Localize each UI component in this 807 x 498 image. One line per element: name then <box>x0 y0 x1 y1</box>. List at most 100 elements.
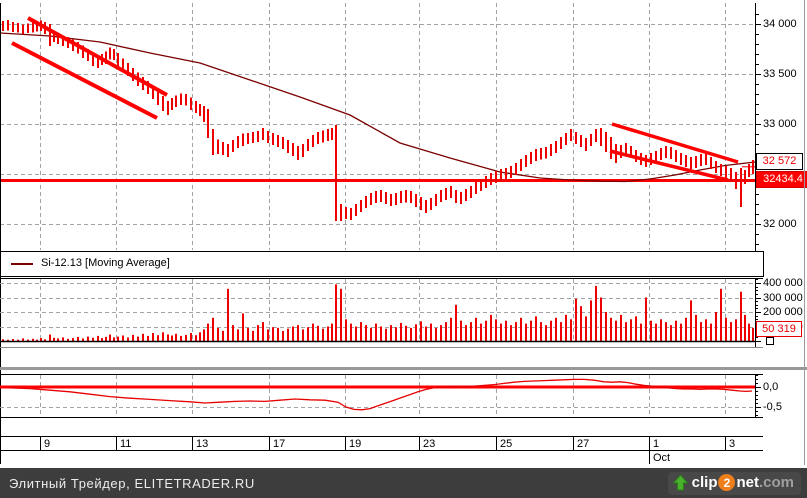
price-bar <box>32 22 34 33</box>
volume-bar <box>2 339 4 341</box>
volume-bar <box>670 325 672 341</box>
volume-bar <box>36 339 38 341</box>
price-bar <box>365 196 367 208</box>
price-bar <box>415 194 417 207</box>
volume-bar <box>370 327 372 341</box>
price-bar <box>540 148 542 160</box>
price-bars <box>2 20 754 221</box>
volume-bar <box>695 314 697 341</box>
price-bar <box>307 139 309 151</box>
volume-bar <box>720 288 722 341</box>
price-bar <box>171 98 173 110</box>
price-bar <box>485 176 487 188</box>
price-bar <box>630 146 632 158</box>
price-bar <box>725 166 727 178</box>
volume-bar <box>685 317 687 341</box>
price-bar <box>360 200 362 212</box>
price-bar <box>748 164 750 177</box>
volume-bar <box>97 335 99 341</box>
volume-bar <box>152 333 154 341</box>
volume-bar <box>570 319 572 342</box>
price-bar <box>62 35 64 46</box>
price-bar <box>203 106 205 122</box>
price-bar <box>247 133 249 144</box>
price-bar <box>620 145 622 158</box>
price-bar <box>175 95 177 107</box>
date-tick-label: 13 <box>196 438 209 450</box>
volume-bar <box>575 298 577 341</box>
price-bar <box>113 49 115 60</box>
price-bar <box>715 161 717 173</box>
price-bar <box>740 168 742 207</box>
price-bar <box>735 172 737 189</box>
volume-bar <box>44 339 46 341</box>
price-bar <box>212 129 214 155</box>
clip2net-logo[interactable]: clip 2 net .com <box>667 471 801 495</box>
volume-bar <box>375 323 377 341</box>
date-tick-label: 19 <box>349 438 362 450</box>
price-bar <box>370 193 372 205</box>
logo-text-net: net <box>736 473 759 491</box>
volume-bar <box>430 323 432 341</box>
price-bar <box>257 131 259 142</box>
series-legend-label: Si-12.13 [Moving Average] <box>41 257 170 269</box>
volume-bar <box>132 334 134 341</box>
price-bar <box>345 207 347 219</box>
volume-bar <box>490 314 492 341</box>
volume-bar <box>92 337 94 341</box>
price-bar <box>217 139 219 154</box>
price-bar <box>67 37 69 48</box>
volume-bar <box>57 338 59 341</box>
month-label: Oct <box>653 452 671 464</box>
volume-bars <box>2 284 754 342</box>
price-bar <box>685 155 687 167</box>
price-bar <box>117 53 119 66</box>
volume-bar <box>312 323 314 341</box>
volume-bar <box>470 322 472 341</box>
price-bar <box>242 133 244 146</box>
volume-bar <box>550 320 552 341</box>
volume-bar <box>162 332 164 341</box>
volume-bar <box>22 338 24 341</box>
price-bar <box>435 194 437 206</box>
volume-bar <box>665 322 667 341</box>
volume-bar <box>725 317 727 341</box>
date-tick-label: 1 <box>653 438 660 450</box>
price-bar <box>49 24 51 46</box>
volume-bar <box>307 327 309 341</box>
price-bar <box>610 137 612 159</box>
price-bar <box>36 21 38 32</box>
volume-bar <box>199 332 201 341</box>
volume-bar <box>322 328 324 341</box>
volume-bar <box>700 322 702 341</box>
volume-bar <box>450 317 452 341</box>
trend-channel-line <box>27 16 168 97</box>
price-bar <box>515 163 517 175</box>
volume-bar <box>460 320 462 341</box>
price-bar <box>267 131 269 143</box>
price-bar <box>122 58 124 72</box>
volume-bar <box>650 320 652 341</box>
price-bar <box>162 96 164 111</box>
volume-current-badge: 50 319 <box>756 321 802 337</box>
volume-bar <box>620 314 622 341</box>
volume-bar <box>625 322 627 341</box>
volume-bar <box>380 326 382 341</box>
volume-badge-drag-handle[interactable] <box>766 337 774 345</box>
price-bar <box>53 31 55 42</box>
price-bar <box>585 138 587 151</box>
volume-bar <box>485 320 487 341</box>
volume-bar <box>495 319 497 342</box>
volume-bar <box>267 329 269 341</box>
price-bar <box>287 140 289 153</box>
price-bar <box>317 132 319 144</box>
volume-bar <box>752 327 754 341</box>
volume-bar <box>185 334 187 341</box>
volume-bar <box>655 323 657 341</box>
price-panel <box>0 3 762 464</box>
price-bar <box>252 132 254 143</box>
price-bar <box>17 23 19 33</box>
volume-bar <box>277 327 279 341</box>
price-bar <box>580 135 582 147</box>
